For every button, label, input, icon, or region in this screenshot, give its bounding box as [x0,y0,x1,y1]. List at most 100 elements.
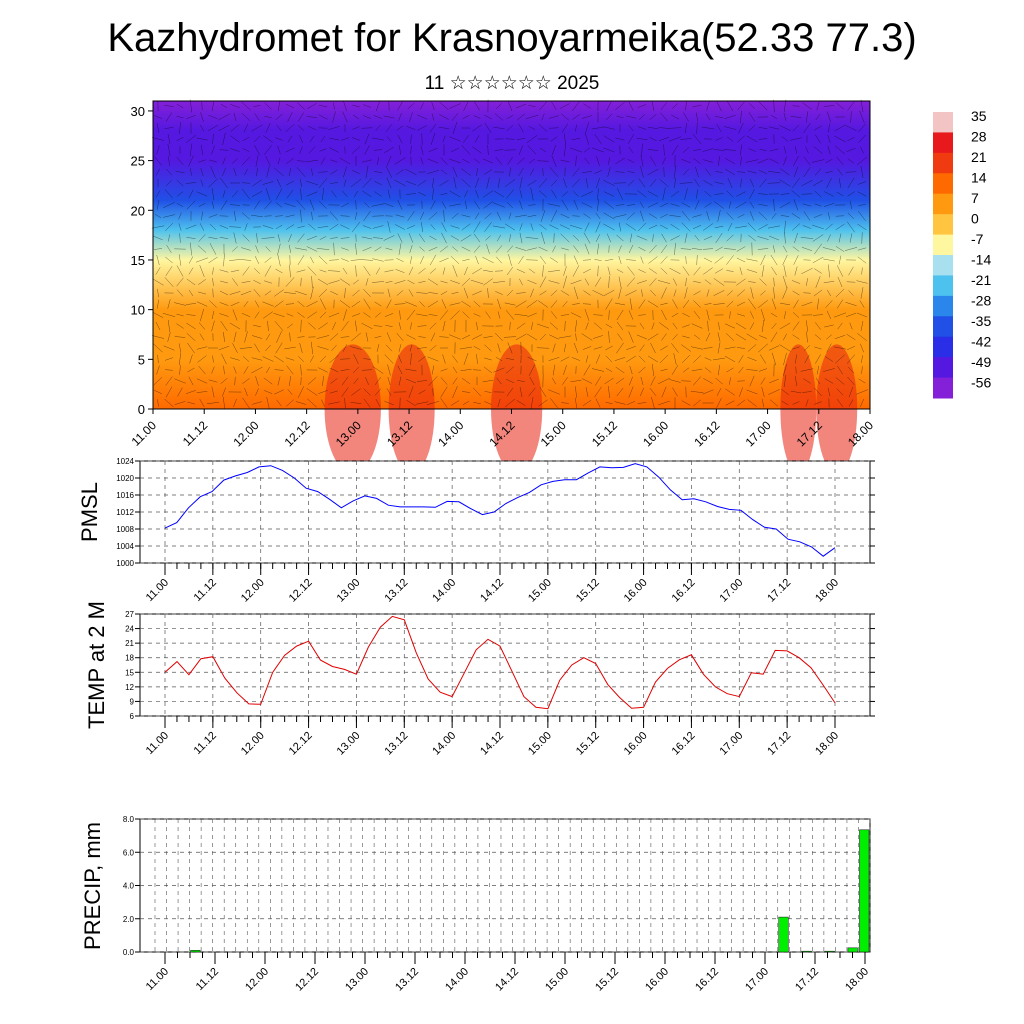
wind-barb [693,310,701,320]
wind-barb [552,343,556,353]
wind-barb [474,212,480,220]
wind-barb [406,334,416,340]
colorbar-swatch [933,295,953,317]
wind-barb [582,303,592,305]
wind-barb [198,159,206,163]
wind-barb [735,333,747,341]
wind-barb [527,247,537,251]
wind-barb [859,398,865,408]
wind-barb [564,320,566,332]
wind-barb [406,399,416,407]
wind-barb [197,291,207,295]
wind-barb [264,115,272,119]
colorbar-label: 28 [971,129,987,145]
wind-barb [365,332,369,342]
wind-barb [178,223,182,231]
wind-barb [581,378,593,384]
wind-barb [176,191,184,197]
wind-barb [560,224,570,230]
wind-barb [608,157,610,165]
wind-barb [274,167,284,177]
wind-barb [373,237,383,239]
x-tick-label: 15.12 [589,418,620,449]
wind-barb [441,222,447,232]
wind-barb [373,325,383,327]
wind-barb [838,233,842,243]
wind-barb [254,144,260,156]
wind-barb [264,102,272,110]
wind-barb [232,343,238,353]
wind-barb [195,257,209,263]
wind-barb [307,377,317,385]
wind-barb [516,268,526,274]
wind-barb [828,123,830,133]
wind-barb [373,171,383,173]
wind-barb [484,401,492,405]
wind-barb [747,222,757,232]
wind-barb [581,333,593,341]
wind-barb [629,233,633,243]
wind-barb [341,202,349,208]
wind-barb [242,136,250,142]
wind-barb [483,366,493,374]
wind-barb [650,289,656,297]
wind-barb [672,103,678,109]
wind-barb [384,401,394,405]
wind-barb [420,102,424,110]
wind-barb [188,267,194,275]
wind-barb [440,291,448,295]
wind-barb [508,212,512,220]
wind-barb [650,376,656,386]
wind-barb [396,332,404,342]
wind-barb [603,191,615,197]
y-tick-label: 10 [131,303,145,318]
wind-barb [660,368,668,372]
wind-barb [212,278,214,286]
wind-barb [157,288,159,298]
wind-barb [815,113,821,121]
wind-barb [825,159,833,163]
wind-barb [768,345,780,351]
wind-barb [319,201,327,209]
wind-barb [833,346,847,350]
wind-barb [300,277,302,287]
wind-barb [551,144,557,156]
wind-barb [462,114,470,120]
wind-barb [430,200,436,210]
wind-barb [649,156,657,166]
wind-barb [509,321,511,331]
wind-barb [496,234,502,242]
wind-barb [625,115,637,119]
wind-barb [218,113,230,121]
wind-barb [208,379,218,383]
y-tick-label: 18 [125,654,134,663]
wind-barb [353,279,359,285]
wind-barb [613,214,627,218]
wind-barb [704,202,712,208]
wind-barb [550,210,558,222]
wind-barb [320,135,326,143]
wind-barb [760,377,766,385]
wind-barb [365,165,369,179]
wind-barb [355,243,357,255]
wind-barb [638,366,646,374]
wind-barb [340,237,350,239]
wind-barb [483,169,493,175]
wind-barb [208,114,218,120]
wind-barb [595,212,601,220]
wind-barb [740,110,742,124]
wind-barb [792,246,800,252]
wind-barb [342,267,348,275]
wind-barb [506,266,514,276]
wind-barb [671,312,679,318]
wind-barb [549,224,559,230]
x-tick-label: 17.12 [765,577,793,605]
wind-barb [812,256,824,264]
wind-barb [230,301,240,307]
wind-barb [311,276,313,288]
wind-barb [801,301,813,307]
colorbar-swatch [933,255,953,276]
wind-barb [162,312,176,318]
wind-barb [659,354,669,364]
wind-barb [696,122,698,134]
